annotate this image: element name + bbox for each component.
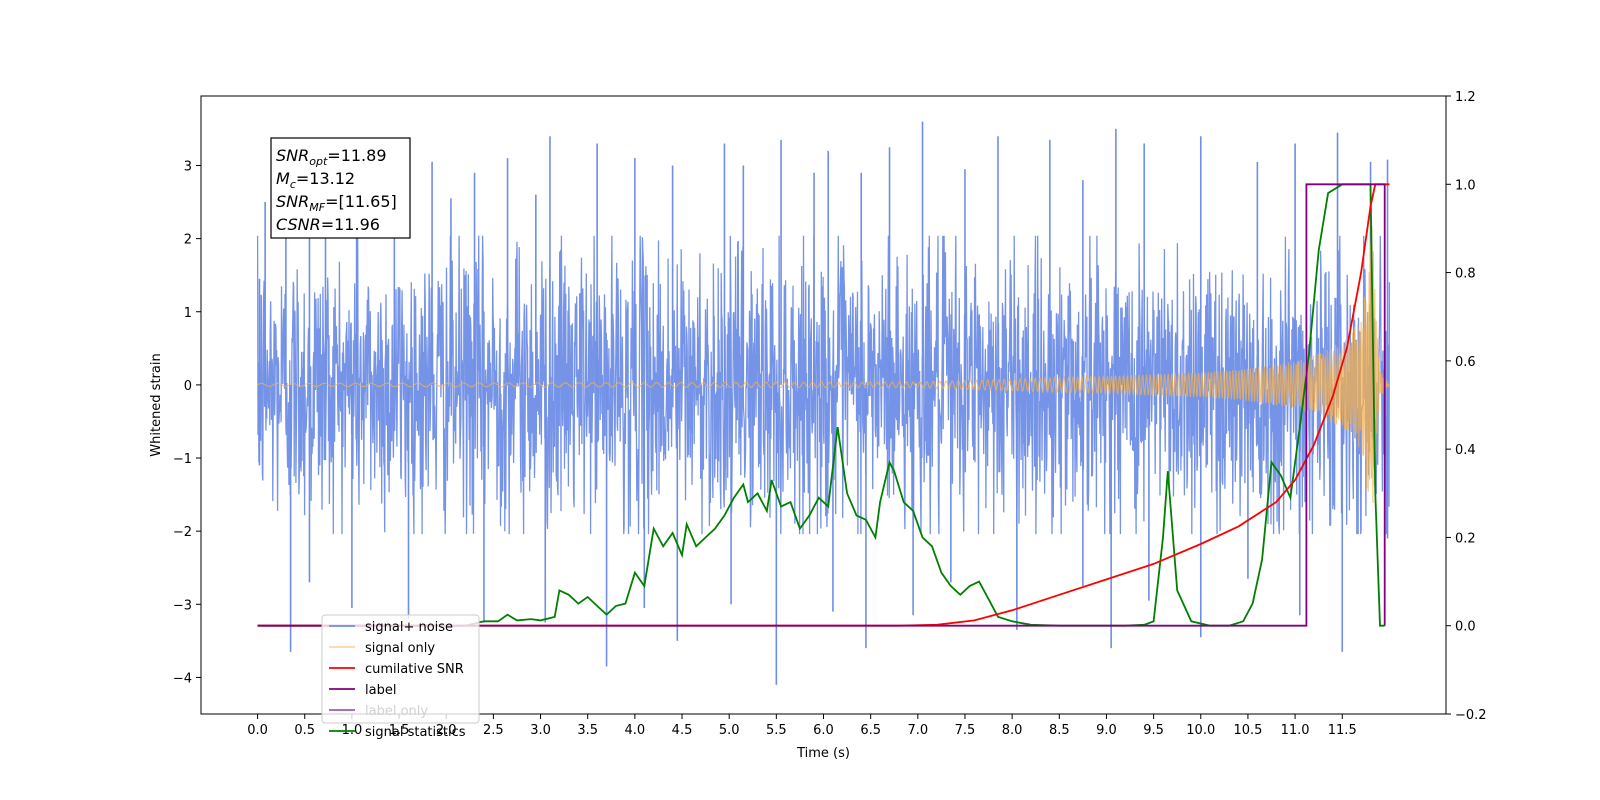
legend-item: signal only [329,641,435,656]
x-tick-label: 6.5 [860,723,881,738]
y-tick-label: −2 [173,525,192,540]
x-axis-label: Time (s) [796,746,850,761]
axes: 0.0 0.5 1.0 1.5 2.0 2.5 3.0 3.5 4.0 4.5 5.0 5.5 6.0 6… [173,90,1487,738]
x-tick-label: 7.5 [955,723,976,738]
annotation-value: =11.89 [327,146,386,165]
legend: signal+ noise signal only cumilative SNR la… [321,614,480,740]
annotation-subscript: c [290,178,296,191]
stats-annotation-box: SNRopt=11.89Mc=13.12SNRMF=[11.65]CSNR=11… [270,137,411,239]
series-line-signal-only [257,226,1390,504]
legend-item: cumilative SNR [329,662,464,677]
y-tick-label: −3 [173,598,192,613]
y2-tick-label: 1.2 [1455,90,1476,105]
legend-label: signal statistics [365,725,466,740]
y2-tick-label: 1.0 [1455,178,1476,193]
y-tick-label: −1 [173,452,192,467]
annotation-frame [270,137,411,239]
legend-label: label [365,683,396,698]
legend-frame [321,614,480,724]
annotation-value: =11.96 [321,215,380,234]
y-tick-label: 0 [184,379,192,394]
annotation-line: SNRopt=11.89 [276,146,387,168]
series-line-label [257,183,1386,627]
x-tick-label: 0.5 [294,723,315,738]
x-tick-label: 4.5 [672,723,693,738]
g-element [256,121,1391,685]
legend-label: signal only [365,641,435,656]
y-tick-label: 1 [184,306,192,321]
series-line-cumulative-snr [257,183,1390,627]
annotation-value: =13.12 [296,169,355,188]
x-tick-label: 1.5 [389,723,410,738]
annotation-line: CSNR=11.96 [276,215,380,234]
legend-label: signal+ noise [365,620,453,635]
x-tick-label: 5.5 [766,723,787,738]
y-axis-label: Whitened strain [149,353,164,456]
x-tick-label: 6.0 [813,723,834,738]
annotation-line: SNRMF=[11.65] [276,192,397,214]
x-tick-label: 3.0 [530,723,551,738]
legend-item: signal+ noise [329,620,453,635]
annotation-value: =[11.65] [325,192,397,211]
x-tick-label: 3.5 [577,723,598,738]
legend-label: label only [365,704,428,719]
y2-tick-label: 0.0 [1455,620,1476,635]
annotation-subscript: opt [309,155,328,168]
plot-area [256,121,1391,685]
annotation-symbol: CSNR [276,215,321,234]
x-tick-label: 2.5 [483,723,504,738]
legend-item: label [329,683,396,698]
annotation-symbol: SNR [276,192,309,211]
legend-item: signal statistics [329,725,466,740]
y-tick-label: 3 [184,159,192,174]
x-tick-label: 11.0 [1281,723,1310,738]
x-tick-label: 11.5 [1328,723,1357,738]
legend-item: label only [329,704,428,719]
x-tick-label: 9.0 [1096,723,1117,738]
y2-tick-label: 0.4 [1455,443,1476,458]
y2-tick-label: 0.2 [1455,531,1476,546]
x-tick-label: 4.0 [625,723,646,738]
x-tick-label: 9.5 [1143,723,1164,738]
annotation-symbol: SNR [276,146,309,165]
annotation-line: Mc=13.12 [276,169,355,191]
x-tick-label: 8.5 [1049,723,1070,738]
y-tick-label: 2 [184,233,192,248]
y2-tick-label: 0.6 [1455,355,1476,370]
x-tick-label: 7.0 [907,723,928,738]
series-line-signal-statistics [257,183,1385,627]
annotation-subscript: MF [309,201,325,214]
x-tick-label: 0.0 [247,723,268,738]
x-tick-label: 10.5 [1233,723,1262,738]
y-axis-title: Whitened strain [149,353,164,456]
x-tick-label: 2.0 [436,723,457,738]
y-tick-label: −4 [173,671,192,686]
x-tick-label: 5.0 [719,723,740,738]
y2-tick-label: −0.2 [1455,708,1487,723]
annotation-symbol: M [276,169,290,188]
y2-tick-label: 0.8 [1455,267,1476,282]
x-tick-label: 8.0 [1002,723,1023,738]
x-tick-label: 10.0 [1186,723,1215,738]
legend-label: cumilative SNR [365,662,464,677]
x-axis-title: Time (s) [796,746,850,761]
